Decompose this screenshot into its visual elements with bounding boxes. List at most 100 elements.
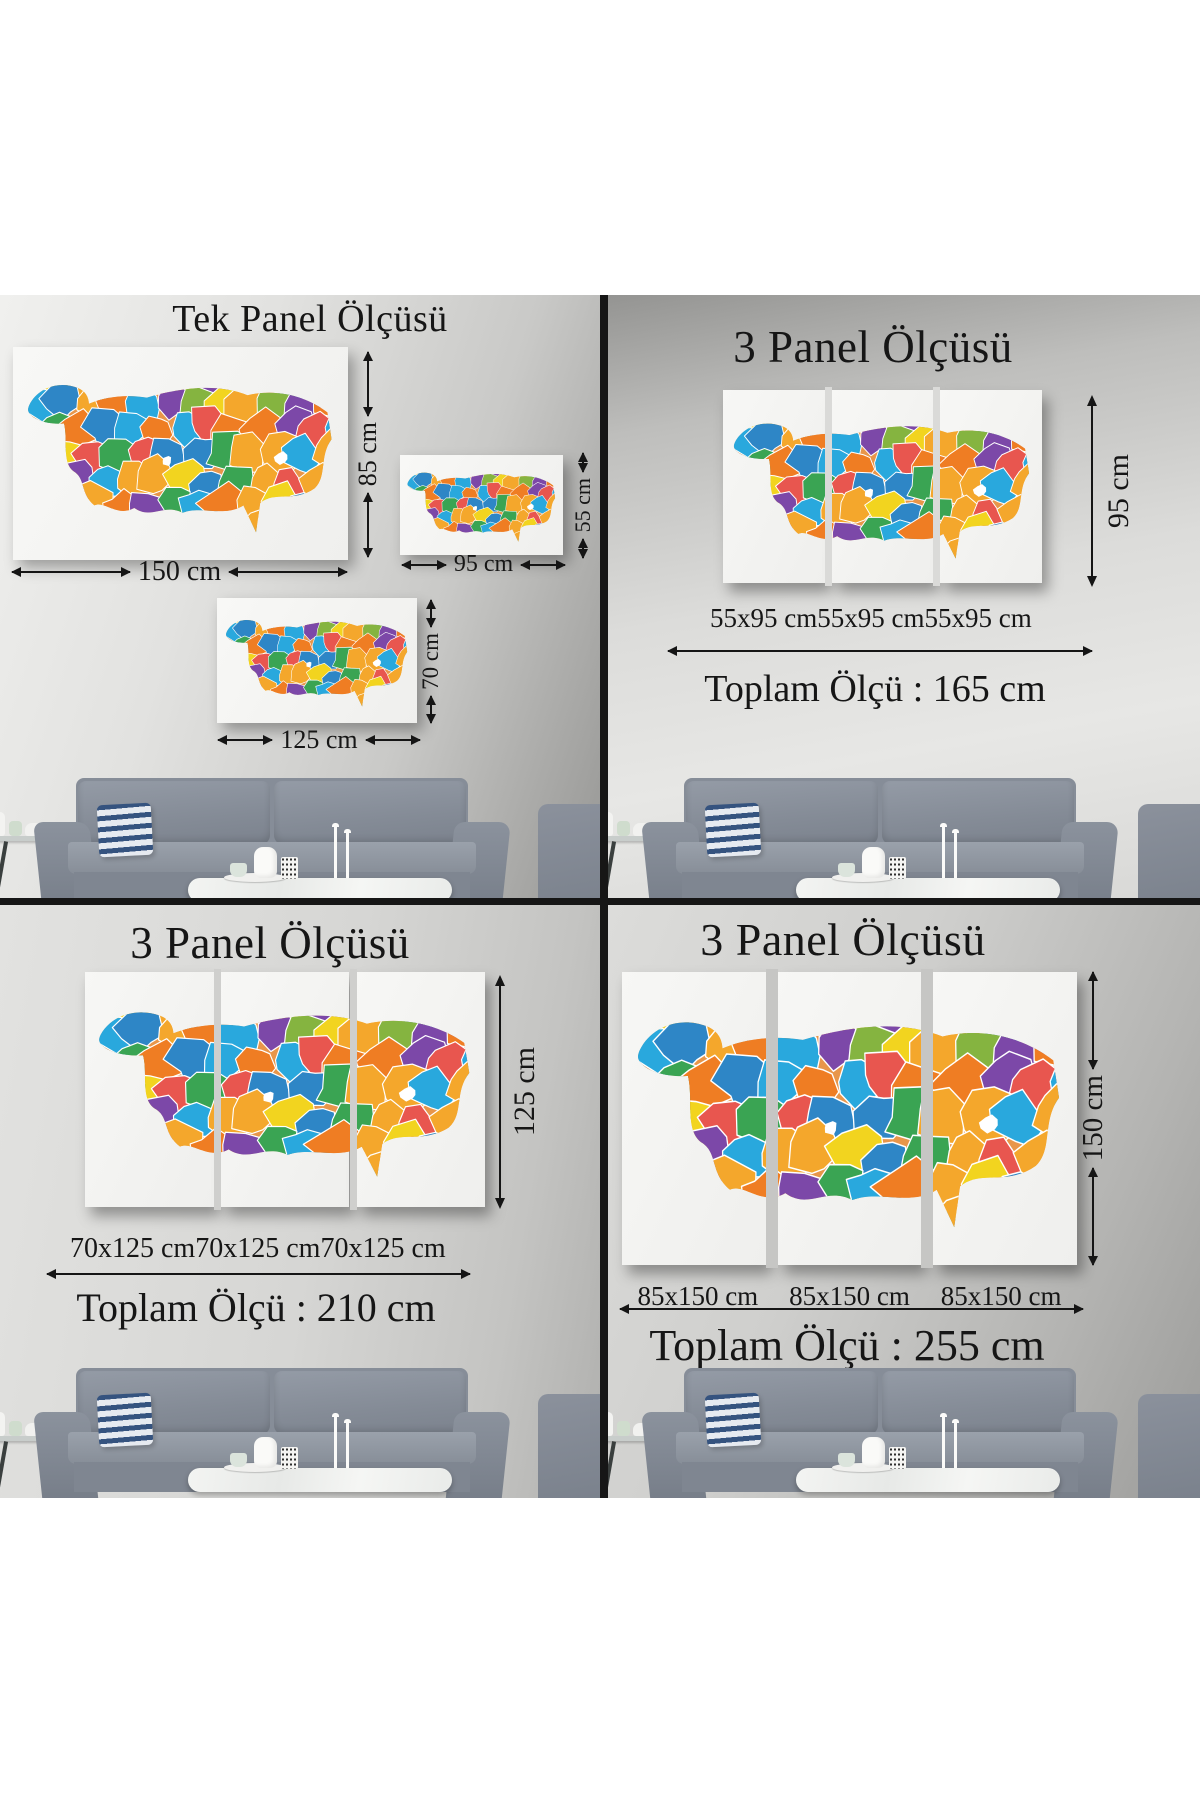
canvas-125x70 bbox=[217, 598, 417, 723]
cup bbox=[230, 863, 247, 877]
arrow-segment-icon bbox=[364, 735, 422, 745]
panel-size-labels: 55x95 cm 55x95 cm 55x95 cm bbox=[710, 603, 1032, 634]
quadrant-single-panel: Tek Panel Ölçüsü 85 cm 150 cm 55 cm 95 c… bbox=[0, 295, 600, 898]
panel-gap bbox=[766, 969, 778, 1268]
height-label: 150 cm bbox=[1076, 1075, 1109, 1162]
candlestick bbox=[332, 1413, 339, 1468]
serving-plate bbox=[224, 1463, 286, 1472]
three-panel-canvas bbox=[622, 969, 1078, 1268]
height-label: 95 cm bbox=[1102, 453, 1135, 529]
armchair bbox=[538, 804, 600, 898]
height-arrow-icon bbox=[495, 975, 505, 1209]
arrow-segment-icon bbox=[426, 694, 436, 725]
panel-size-label: 70x125 cm bbox=[195, 1233, 321, 1264]
living-room-scene bbox=[0, 1362, 600, 1498]
coffee-table bbox=[796, 1413, 1060, 1498]
side-table-leg bbox=[608, 841, 617, 898]
height-dimension-55: 55 cm bbox=[566, 451, 600, 560]
canvas-150x85 bbox=[13, 347, 348, 560]
side-table-leg bbox=[0, 1441, 9, 1498]
panel-size-label: 85x150 cm bbox=[940, 1281, 1062, 1311]
quadrant-title: 3 Panel Ölçüsü bbox=[700, 914, 986, 965]
arrow-segment-icon bbox=[363, 350, 373, 418]
arrow-segment-icon bbox=[520, 559, 566, 570]
panel-gap bbox=[933, 387, 940, 586]
sofa-back-cushion bbox=[274, 1371, 466, 1435]
armchair bbox=[1138, 804, 1200, 898]
canvas-95x55 bbox=[400, 455, 563, 555]
serving-plate bbox=[832, 1463, 894, 1472]
striped-pillow bbox=[96, 1392, 154, 1448]
coffee-table bbox=[188, 823, 452, 898]
striped-pillow bbox=[704, 1392, 762, 1448]
arrow-segment-icon bbox=[578, 537, 588, 560]
candlestick bbox=[940, 823, 947, 878]
dotted-mug bbox=[889, 857, 906, 879]
pitcher bbox=[862, 1437, 885, 1468]
total-size-label: Toplam Ölçü : 210 cm bbox=[76, 1285, 436, 1330]
striped-pillow bbox=[96, 802, 154, 858]
panel-size-label: 70x125 cm bbox=[320, 1233, 446, 1264]
living-room-scene bbox=[608, 772, 1200, 898]
width-label: 95 cm bbox=[453, 551, 514, 577]
panel-gap bbox=[825, 387, 832, 586]
width-dimension-125: 125 cm bbox=[216, 725, 422, 755]
turkey-map-icon bbox=[226, 620, 408, 707]
panel-size-label: 55x95 cm bbox=[817, 603, 925, 633]
arrow-segment-icon bbox=[363, 491, 373, 559]
quadrant-3panel-165: 3 Panel Ölçüsü 95 cm 55x95 cm 55x95 cm 5… bbox=[600, 295, 1200, 898]
sofa-back-cushion bbox=[274, 781, 466, 845]
height-arrow-icon bbox=[1087, 395, 1097, 587]
three-panel-canvas bbox=[723, 387, 1043, 586]
panel-gap bbox=[921, 969, 933, 1268]
width-dimension-95: 95 cm bbox=[401, 551, 566, 578]
size-chart-board: Tek Panel Ölçüsü 85 cm 150 cm 55 cm 95 c… bbox=[0, 295, 1200, 1498]
height-dimension-70: 70 cm bbox=[414, 598, 448, 725]
height-label: 55 cm bbox=[570, 478, 595, 533]
arrow-segment-icon bbox=[46, 1269, 471, 1279]
turkey-map-icon bbox=[99, 1012, 470, 1177]
panel-size-label: 70x125 cm bbox=[70, 1233, 196, 1264]
arrow-segment-icon bbox=[667, 646, 1093, 656]
armchair bbox=[538, 1394, 600, 1498]
arrow-segment-icon bbox=[11, 567, 131, 577]
turkey-map-icon bbox=[638, 1022, 1060, 1228]
coffee-table bbox=[188, 1413, 452, 1498]
quadrant-title: 3 Panel Ölçüsü bbox=[733, 322, 1013, 372]
total-width-arrow bbox=[667, 646, 1093, 656]
dotted-mug bbox=[281, 1447, 298, 1469]
sofa-back-cushion bbox=[882, 1371, 1074, 1435]
panel-gap bbox=[214, 969, 221, 1210]
coffee-table-top bbox=[796, 878, 1060, 898]
armchair bbox=[1138, 1394, 1200, 1498]
panel-size-label: 55x95 cm bbox=[924, 603, 1032, 633]
panel-size-label: 85x150 cm bbox=[637, 1281, 759, 1311]
candlestick bbox=[344, 1419, 351, 1468]
panel-gap bbox=[350, 969, 357, 1210]
height-label: 125 cm bbox=[508, 1047, 541, 1137]
vase bbox=[608, 812, 613, 836]
coffee-table-top bbox=[188, 878, 452, 898]
vase bbox=[608, 1412, 613, 1436]
living-room-scene bbox=[0, 772, 600, 898]
quadrant-3panel-210: 3 Panel Ölçüsü 125 cm 70x125 cm 70x125 c… bbox=[0, 898, 600, 1498]
total-size-label: Toplam Ölçü : 255 cm bbox=[649, 1321, 1045, 1370]
dotted-mug bbox=[281, 857, 298, 879]
turkey-map-icon bbox=[28, 384, 332, 532]
striped-pillow bbox=[704, 802, 762, 858]
vase bbox=[0, 812, 5, 836]
side-table-leg bbox=[0, 841, 9, 898]
width-label: 125 cm bbox=[280, 725, 358, 754]
total-size-label: Toplam Ölçü : 165 cm bbox=[704, 668, 1046, 710]
height-dimension-95: 95 cm bbox=[1102, 397, 1136, 585]
vase bbox=[617, 1421, 630, 1436]
panel-size-label: 55x95 cm bbox=[710, 603, 818, 633]
quadrant-title: Tek Panel Ölçüsü bbox=[172, 298, 448, 340]
cup bbox=[838, 1453, 855, 1467]
coffee-table-top bbox=[188, 1468, 452, 1492]
quadrant-3panel-255: 3 Panel Ölçüsü 150 cm 85x150 cm 85x150 c… bbox=[600, 898, 1200, 1498]
arrow-segment-icon bbox=[216, 735, 274, 745]
vase bbox=[0, 1412, 5, 1436]
vase bbox=[617, 821, 630, 836]
width-label: 150 cm bbox=[137, 556, 222, 587]
